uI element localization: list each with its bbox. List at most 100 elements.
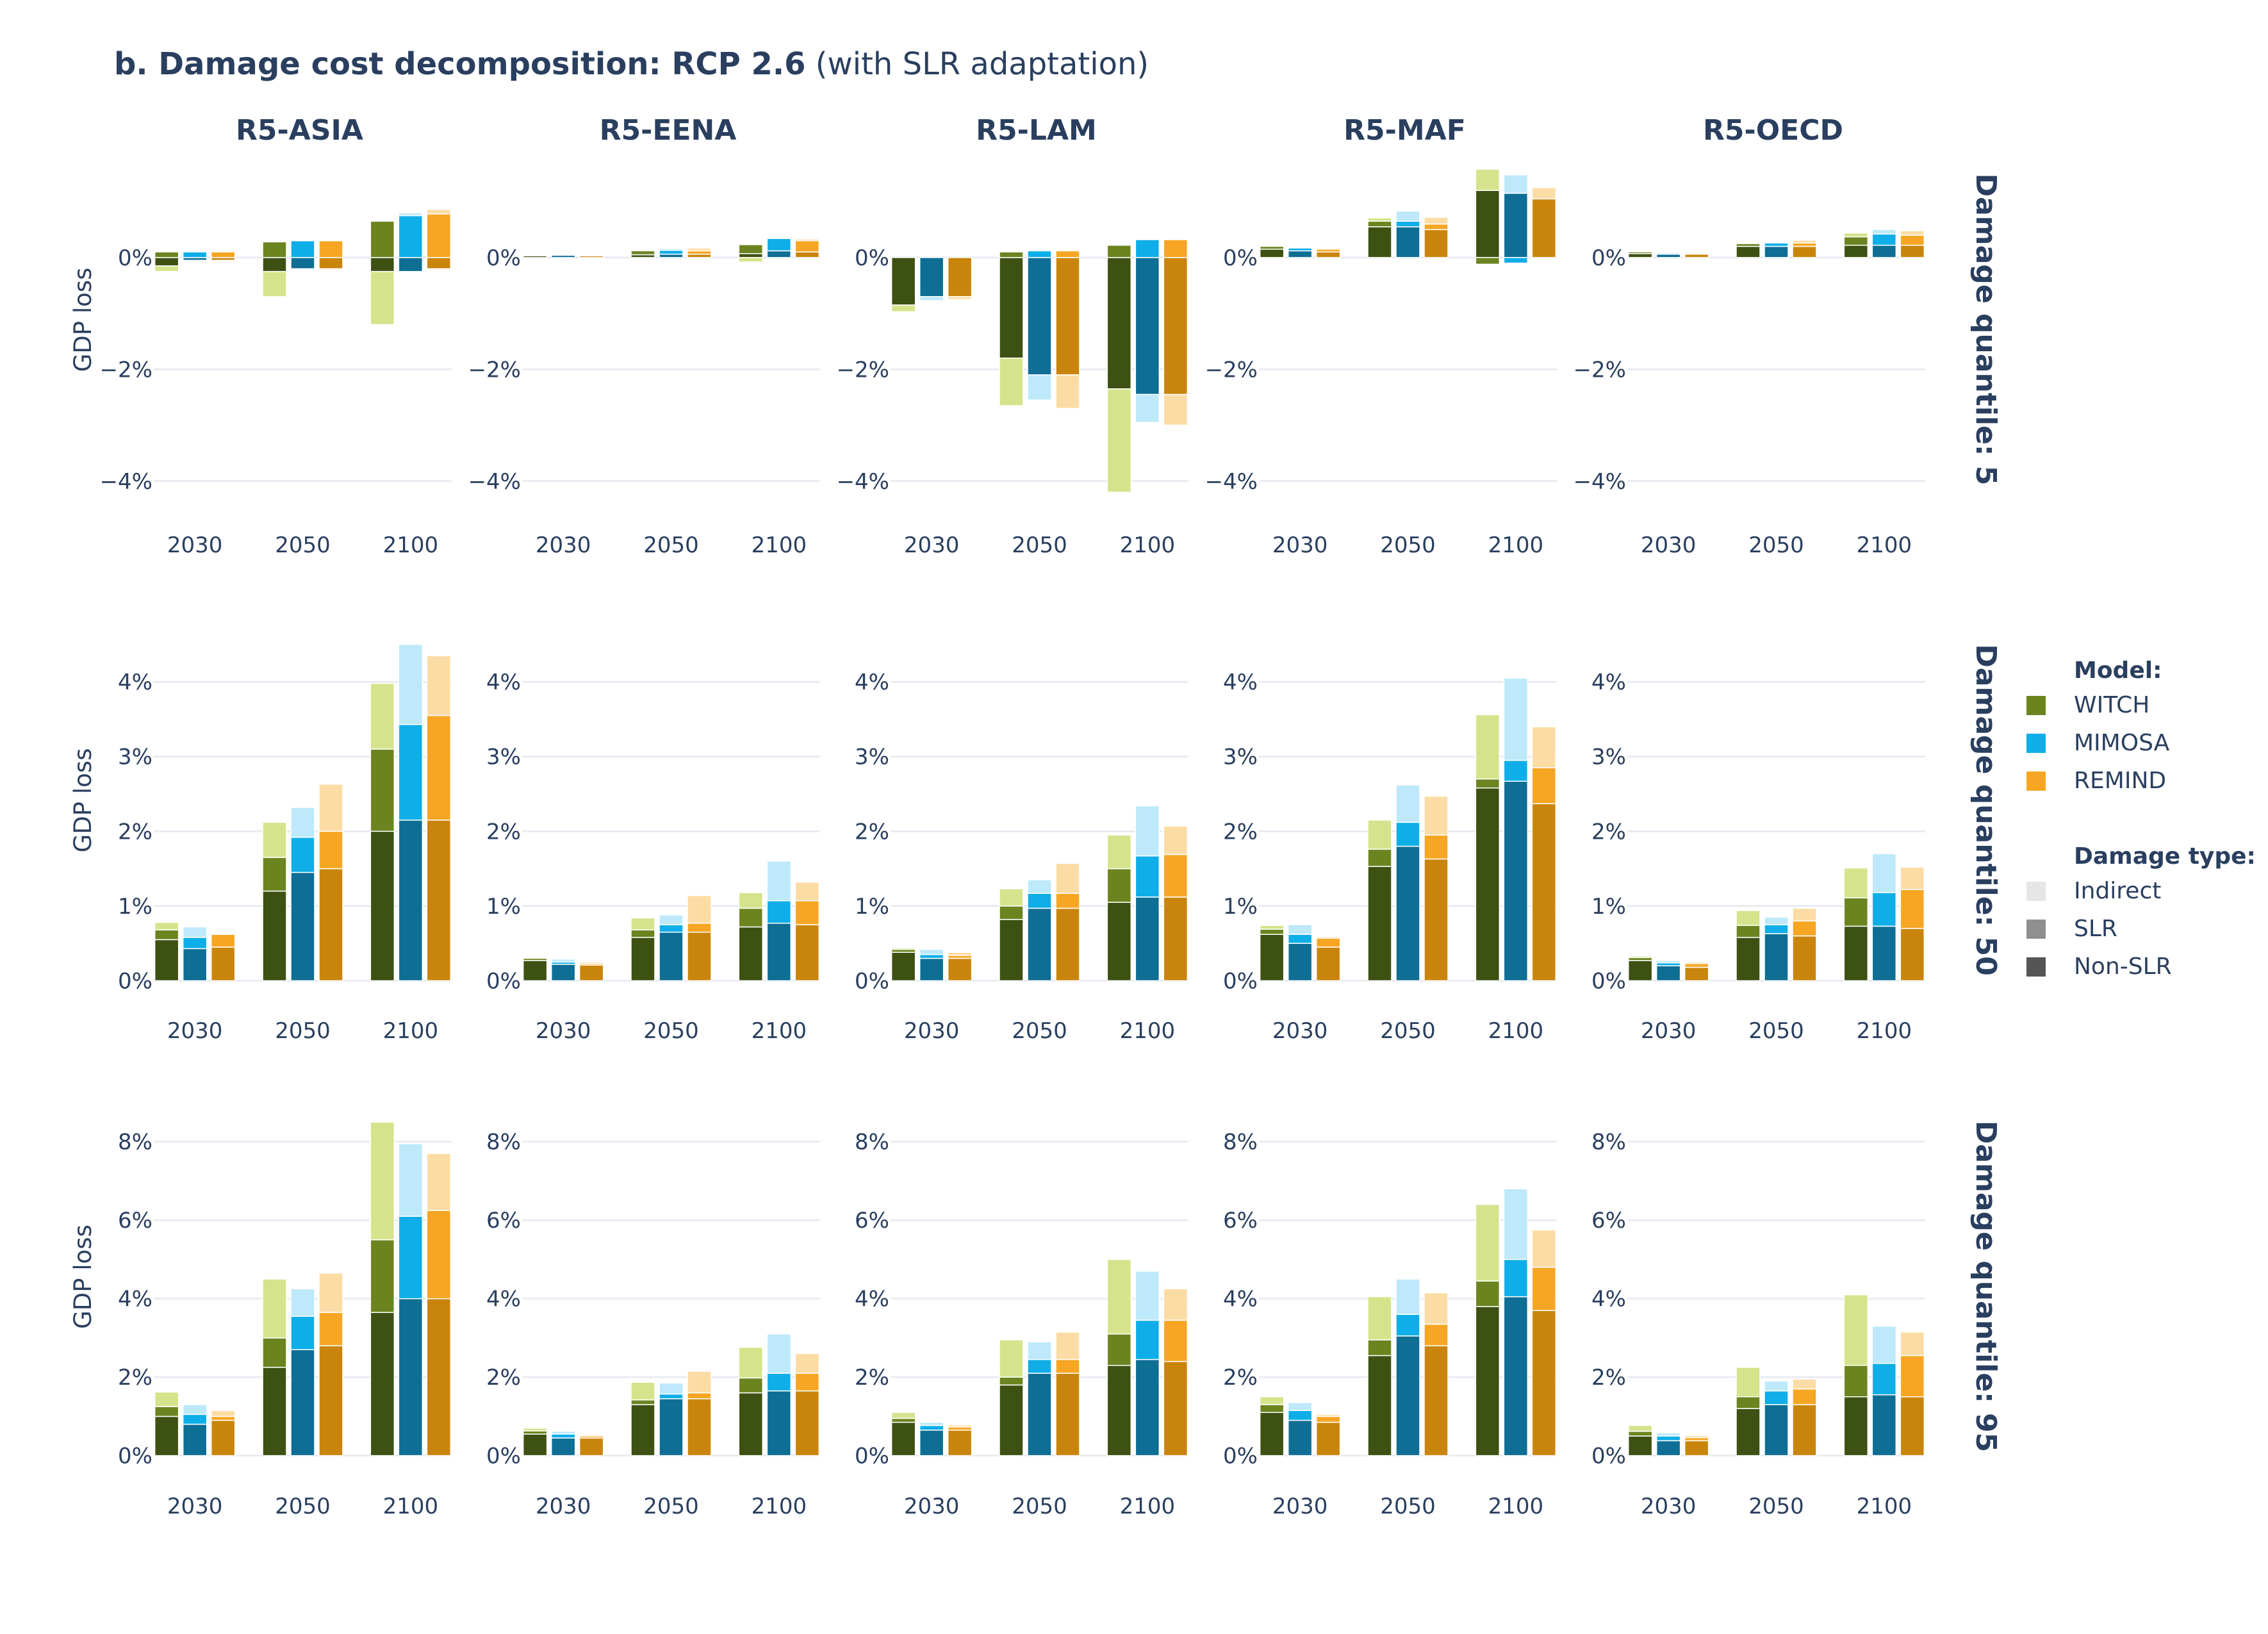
bar-witch-slr-2030 (1259, 1404, 1285, 1414)
bar-mimosa-non-slr-2100 (1503, 192, 1529, 258)
bar-remind-slr-2100 (794, 1373, 820, 1392)
bar-witch-non-slr-2030 (1627, 960, 1653, 982)
bar-mimosa-slr-2030 (182, 937, 208, 950)
bar-witch-slr-2050 (1736, 1396, 1761, 1409)
bar-remind-slr-2050 (687, 1392, 712, 1399)
x-tick-label: 2100 (752, 532, 807, 558)
bar-remind-indirect-2050 (1424, 1292, 1449, 1325)
bar-remind-non-slr-2050 (1424, 229, 1449, 258)
bar-mimosa-indirect-2030 (919, 948, 944, 955)
x-tick-label: 2050 (1748, 1018, 1804, 1044)
bar-mimosa-non-slr-2030 (182, 948, 208, 982)
bar-remind-non-slr-2050 (1792, 1404, 1817, 1457)
bar-witch-non-slr-2100 (370, 830, 395, 982)
bar-witch-non-slr-2030 (1627, 1435, 1653, 1457)
row-label: Damage quantile: 50 (1969, 644, 2002, 975)
bar-mimosa-indirect-2030 (1656, 1432, 1681, 1437)
bar-mimosa-slr-2050 (659, 249, 684, 255)
bar-remind-indirect-2030 (1315, 936, 1341, 939)
bar-mimosa-slr-2030 (1287, 247, 1313, 252)
panel-r5-eena: 0% 1% 2% 3% 4% 2030 2050 2100 (486, 670, 820, 1044)
bar-mimosa-slr-2030 (550, 1433, 576, 1439)
bar-mimosa-indirect-2100 (1503, 677, 1529, 761)
bar-mimosa-non-slr-2050 (1395, 226, 1420, 258)
bar-remind-non-slr-2030 (210, 1419, 236, 1457)
bar-remind-non-slr-2050 (1424, 858, 1449, 982)
bar-witch-indirect-2100 (370, 270, 395, 326)
bar-remind-non-slr-2100 (1900, 244, 1925, 258)
bar-witch-non-slr-2050 (1736, 1408, 1761, 1457)
bar-witch-non-slr-2030 (891, 257, 916, 306)
bar-mimosa-non-slr-2050 (1027, 1373, 1052, 1457)
bar-witch-non-slr-2030 (891, 1421, 916, 1457)
bar-remind-non-slr-2050 (1055, 257, 1080, 375)
bar-witch-indirect-2050 (1736, 1367, 1761, 1398)
bar-mimosa-indirect-2030 (182, 1404, 208, 1415)
bar-mimosa-indirect-2050 (659, 248, 684, 251)
bar-witch-non-slr-2100 (1475, 1306, 1500, 1457)
bar-remind-non-slr-2100 (794, 1390, 820, 1457)
bar-witch-non-slr-2100 (1106, 1365, 1132, 1457)
bar-remind-indirect-2100 (794, 1353, 820, 1374)
x-tick-label: 2030 (536, 1018, 591, 1044)
bar-witch-slr-2100 (370, 748, 395, 832)
bar-mimosa-non-slr-2100 (1503, 780, 1529, 982)
y-tick-label: 4% (1591, 670, 1626, 695)
x-tick-label: 2050 (1748, 1494, 1804, 1519)
legend-swatch-indirect (2026, 882, 2046, 901)
bar-remind-indirect-2030 (1315, 247, 1341, 250)
x-tick-label: 2050 (1012, 532, 1067, 558)
bar-remind-indirect-2050 (1055, 374, 1080, 409)
panel-r5-maf: 0% 1% 2% 3% 4% 2030 2050 2100 (1223, 670, 1557, 1044)
y-axis-title: GDP loss (69, 268, 97, 372)
bar-remind-slr-2050 (318, 1312, 343, 1346)
x-tick-label: 2050 (643, 532, 699, 558)
bar-witch-non-slr-2100 (1843, 925, 1869, 982)
bar-mimosa-slr-2050 (1395, 1314, 1420, 1337)
bar-witch-non-slr-2030 (522, 255, 548, 258)
y-tick-label: −2% (100, 357, 152, 383)
x-tick-label: 2030 (904, 1494, 960, 1519)
bar-witch-slr-2100 (738, 907, 764, 928)
bar-mimosa-non-slr-2100 (398, 1298, 423, 1457)
bar-mimosa-slr-2100 (1871, 233, 1897, 246)
x-tick-label: 2030 (167, 532, 223, 558)
y-tick-label: −2% (1574, 357, 1626, 383)
bar-mimosa-non-slr-2050 (1027, 907, 1052, 982)
bar-remind-slr-2100 (426, 1210, 452, 1300)
figure-title-bold: b. Damage cost decomposition: RCP 2.6 (114, 46, 806, 82)
y-tick-label: 4% (1223, 1287, 1258, 1312)
bar-witch-non-slr-2050 (999, 919, 1024, 982)
bar-witch-indirect-2100 (738, 892, 764, 909)
y-tick-label: 4% (1223, 670, 1258, 695)
x-tick-label: 2100 (1857, 1018, 1912, 1044)
x-tick-label: 2030 (1272, 532, 1328, 558)
bar-witch-slr-2100 (1475, 257, 1500, 265)
bar-remind-non-slr-2050 (318, 868, 343, 982)
bar-remind-slr-2050 (318, 240, 343, 258)
bar-witch-indirect-2030 (891, 1412, 916, 1419)
y-tick-label: 1% (1223, 894, 1258, 920)
column-header: R5-LAM (976, 114, 1097, 147)
x-tick-label: 2030 (1272, 1494, 1328, 1519)
y-tick-label: 0% (118, 245, 152, 271)
bar-witch-slr-2030 (154, 929, 179, 941)
bar-remind-slr-2100 (794, 900, 820, 925)
bar-remind-non-slr-2030 (1684, 253, 1709, 258)
bar-witch-non-slr-2030 (522, 960, 548, 982)
panel-grid: Damage quantile: 5 GDP loss R5-ASIA −4% −2% 0… (69, 114, 2002, 1519)
bar-mimosa-non-slr-2050 (290, 1349, 315, 1457)
bar-mimosa-non-slr-2100 (1871, 244, 1897, 258)
bar-witch-indirect-2050 (630, 1382, 655, 1401)
bar-witch-slr-2050 (262, 857, 287, 892)
bar-witch-indirect-2030 (1259, 1396, 1285, 1405)
bar-mimosa-indirect-2050 (1395, 784, 1420, 823)
y-tick-label: −4% (1205, 469, 1258, 495)
legend-label-remind: REMIND (2074, 768, 2166, 794)
bar-witch-indirect-2050 (1736, 242, 1761, 244)
bar-remind-non-slr-2030 (947, 1430, 973, 1457)
bar-mimosa-indirect-2100 (1503, 174, 1529, 194)
column-header: R5-EENA (600, 114, 737, 147)
x-tick-label: 2100 (752, 1018, 807, 1044)
bar-witch-slr-2050 (262, 1337, 287, 1368)
